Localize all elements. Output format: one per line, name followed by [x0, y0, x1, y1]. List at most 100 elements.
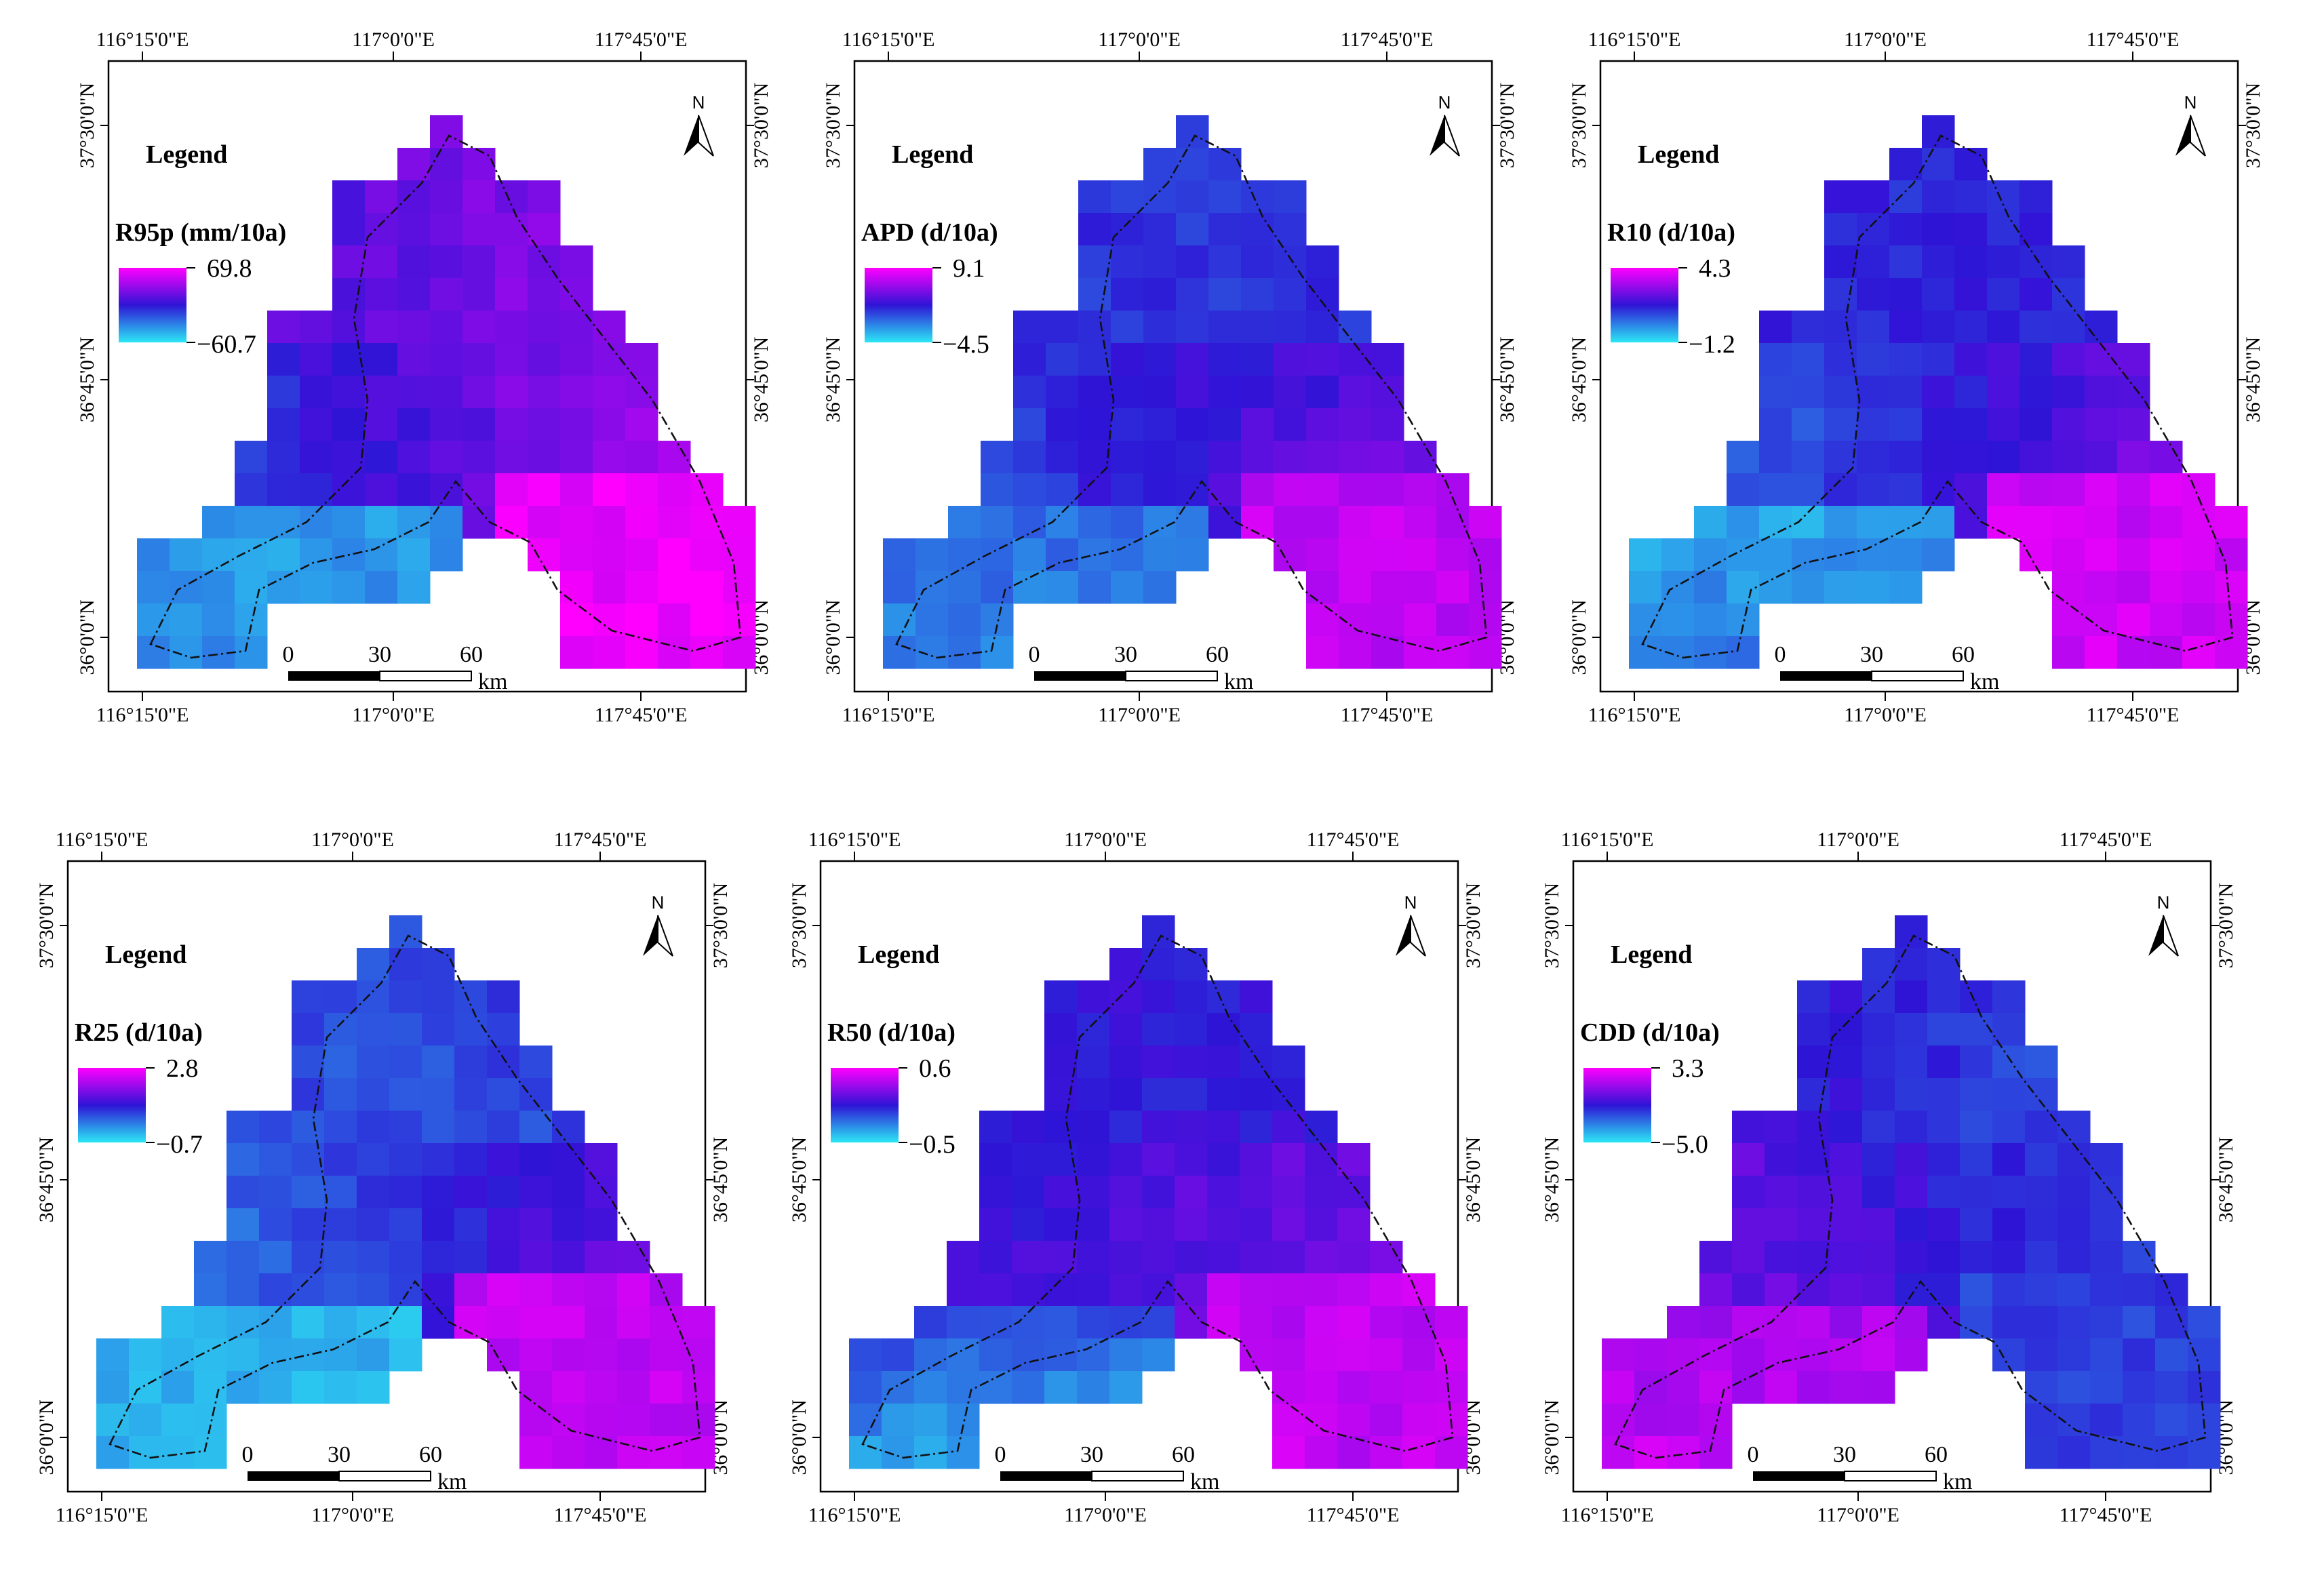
grid-cell: [2090, 1338, 2123, 1372]
grid-cell: [1142, 948, 1175, 981]
scale-label: 30: [1833, 1442, 1856, 1467]
grid-cell: [1111, 245, 1144, 279]
grid-cell: [1272, 1306, 1305, 1339]
grid-cell: [1404, 473, 1437, 506]
grid-cell: [357, 1143, 390, 1176]
grid-cell: [389, 1273, 422, 1307]
grid-cell: [194, 1241, 227, 1274]
grid-cell: [1207, 1111, 1240, 1144]
grid-cell: [2090, 1371, 2123, 1404]
grid-cell: [2052, 408, 2085, 441]
grid-cell: [1175, 1111, 1208, 1144]
grid-cell: [1895, 1208, 1928, 1241]
grid-cell: [1792, 571, 1825, 604]
grid-cell: [1371, 538, 1404, 572]
grid-cell: [1241, 441, 1274, 474]
grid-cell: [292, 1273, 325, 1307]
grid-cell: [397, 148, 431, 181]
grid-cell: [1402, 1306, 1436, 1339]
grid-cell: [1272, 1241, 1305, 1274]
scale-label: 60: [419, 1442, 442, 1467]
legend-min-value: −0.7: [156, 1130, 203, 1159]
scale-bar-black: [248, 1471, 339, 1481]
grid-cell: [1824, 408, 1857, 441]
grid-cell: [1306, 441, 1339, 474]
grid-cell: [849, 1436, 882, 1469]
grid-cell: [1954, 473, 1988, 506]
grid-cell: [658, 441, 691, 474]
grid-cell: [2020, 473, 2053, 506]
grid-cell: [560, 343, 593, 376]
grid-cell: [332, 213, 366, 246]
grid-cell: [552, 1338, 585, 1372]
grid-cell: [1046, 473, 1079, 506]
grid-cell: [1175, 1241, 1208, 1274]
grid-cell: [979, 1241, 1012, 1274]
grid-cell: [1797, 980, 1830, 1014]
grid-cell: [96, 1338, 130, 1372]
scale-unit: km: [478, 669, 507, 694]
top-lon-label: 116°15'0"E: [808, 829, 901, 851]
grid-cell: [1272, 1404, 1305, 1437]
grid-cell: [495, 180, 528, 214]
map-panel-r25: 116°15'0"E 116°15'0"E 117°0'0"E 117°0'0"E 11…: [35, 829, 746, 1526]
grid-cell: [1889, 180, 1923, 214]
legend-color-ramp: [865, 268, 932, 342]
grid-cell: [1960, 1176, 1993, 1209]
grid-cell: [1371, 506, 1404, 539]
grid-cell: [161, 1371, 195, 1404]
grid-cell: [1987, 278, 2020, 311]
grid-cell: [2020, 245, 2053, 279]
grid-cell: [1960, 1143, 1993, 1176]
grid-cell: [1142, 1013, 1175, 1046]
grid-cell: [2215, 506, 2248, 539]
grid-cell: [1759, 473, 1792, 506]
map-panel-r95p: 116°15'0"E 116°15'0"E 117°0'0"E 117°0'0"E 11…: [76, 28, 787, 726]
grid-cell: [1241, 376, 1274, 409]
grid-cell: [1370, 1306, 1403, 1339]
grid-cell: [1927, 1176, 1961, 1209]
grid-cell: [137, 603, 170, 637]
grid-cell: [227, 1338, 260, 1372]
grid-cell: [1143, 278, 1177, 311]
top-lon-label: 116°15'0"E: [1561, 829, 1654, 851]
grid-cell: [454, 1273, 488, 1307]
grid-cell: [332, 376, 366, 409]
grid-cell: [1143, 441, 1177, 474]
grid-cell: [1077, 980, 1110, 1014]
grid-cell: [560, 603, 593, 637]
grid-cell: [1207, 1176, 1240, 1209]
grid-cell: [948, 506, 981, 539]
grid-cell: [1889, 278, 1923, 311]
scale-label: 30: [368, 642, 391, 667]
grid-cell: [2188, 1436, 2221, 1469]
grid-cell: [914, 1404, 947, 1437]
grid-cell: [1927, 1273, 1961, 1307]
grid-cell: [1436, 636, 1470, 669]
map-panel-apd: 116°15'0"E 116°15'0"E 117°0'0"E 117°0'0"E 11…: [822, 28, 1533, 726]
grid-cell: [882, 1404, 915, 1437]
grid-cell: [1272, 1111, 1305, 1144]
grid-cell: [1370, 1273, 1403, 1307]
grid-cell: [1732, 1111, 1765, 1144]
legend-min-value: −60.7: [197, 330, 256, 359]
north-arrow-icon: [2175, 115, 2190, 156]
grid-cell: [300, 311, 333, 344]
grid-cell: [519, 1111, 553, 1144]
grid-cell: [2150, 603, 2183, 637]
grid-cell: [560, 571, 593, 604]
grid-cell: [2052, 376, 2085, 409]
grid-cell: [1992, 1078, 2026, 1111]
grid-cell: [2020, 376, 2053, 409]
grid-cell: [332, 180, 366, 214]
grid-cell: [1992, 1306, 2026, 1339]
grid-cell: [2085, 408, 2118, 441]
grid-cell: [422, 1013, 455, 1046]
left-lat-label: 36°45'0"N: [35, 1137, 58, 1222]
grid-cell: [1987, 343, 2020, 376]
grid-cell: [1111, 408, 1144, 441]
grid-cell: [357, 980, 390, 1014]
grid-cell: [1044, 1046, 1078, 1079]
grid-cell: [1699, 1273, 1733, 1307]
grid-cell: [1078, 408, 1111, 441]
